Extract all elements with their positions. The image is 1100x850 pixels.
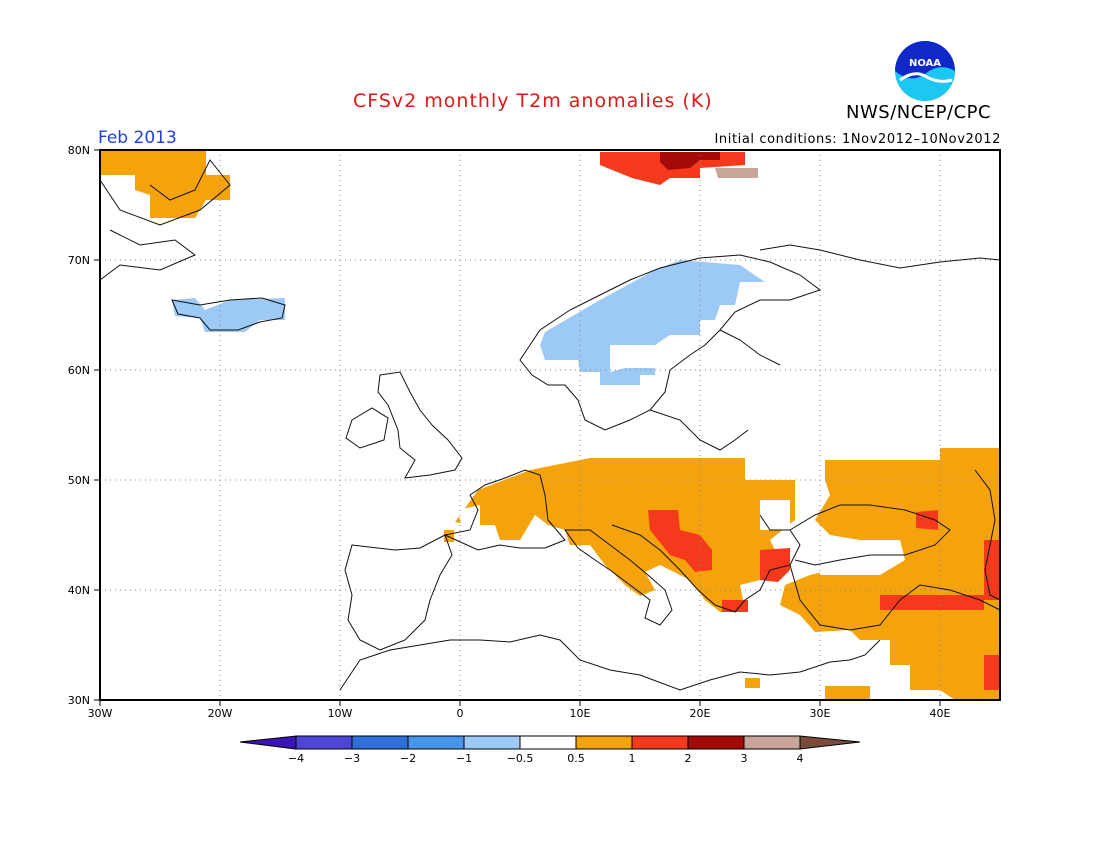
coastline-ireland bbox=[345, 407, 389, 449]
lat-label-80n: 80N bbox=[68, 144, 90, 157]
colorbar-swatch-8 bbox=[687, 735, 745, 750]
anomaly-region-bosporus bbox=[760, 548, 790, 582]
noaa-logo-icon: NOAA bbox=[895, 41, 955, 101]
colorbar-label-minus1: −1 bbox=[456, 752, 472, 765]
coastline-iceland bbox=[171, 297, 286, 331]
graticule bbox=[100, 150, 1000, 700]
colorbar-label-minus4: −4 bbox=[288, 752, 304, 765]
colorbar-swatch-2 bbox=[351, 735, 409, 750]
colorbar-swatch-5 bbox=[519, 735, 577, 750]
colorbar-label-4: 4 bbox=[797, 752, 804, 765]
coastline-greenland bbox=[99, 159, 231, 281]
colorbar-label-1: 1 bbox=[629, 752, 636, 765]
anomaly-region-svalbard-east bbox=[715, 168, 758, 178]
agency-label: NWS/NCEP/CPC bbox=[846, 102, 992, 123]
colorbar-label-2: 2 bbox=[685, 752, 692, 765]
longitude-labels: 30W 20W 10W 0 10E 20E 30E 40E bbox=[88, 707, 951, 720]
colorbar-label-05: 0.5 bbox=[567, 752, 585, 765]
lat-label-60n: 60N bbox=[68, 364, 90, 377]
anomaly-region-iraq-red bbox=[984, 655, 1000, 690]
colorbar-swatch-1 bbox=[295, 735, 353, 750]
anomaly-region-iceland bbox=[172, 298, 285, 332]
lon-label-20w: 20W bbox=[208, 707, 233, 720]
anomaly-region-southeast-balkans bbox=[722, 600, 748, 612]
axis-ticks bbox=[94, 149, 941, 706]
lon-label-0: 0 bbox=[457, 707, 464, 720]
anomaly-region-svalbard-dark bbox=[660, 152, 720, 170]
anomaly-gap-central-europe bbox=[760, 500, 790, 530]
colorbar-swatch-6 bbox=[575, 735, 633, 750]
anomaly-region-greenland bbox=[100, 150, 230, 218]
initial-conditions-label: Initial conditions: 1Nov2012–10Nov2012 bbox=[714, 132, 1001, 147]
colorbar-swatch-7 bbox=[631, 735, 689, 750]
coastline-black-sea bbox=[789, 504, 951, 566]
coastlines bbox=[99, 159, 1001, 691]
coastline-iberia bbox=[344, 534, 453, 651]
anomaly-gap-scandinavia bbox=[610, 345, 655, 372]
latitude-labels: 80N 70N 60N 50N 40N 30N bbox=[68, 144, 90, 707]
anomaly-region-caspian-red bbox=[984, 540, 1000, 600]
anomaly-region-egypt bbox=[825, 686, 870, 700]
coastline-turkey bbox=[789, 564, 1001, 631]
anomaly-gap-black-sea bbox=[820, 540, 905, 575]
lat-label-40n: 40N bbox=[68, 584, 90, 597]
coastline-balkans bbox=[611, 514, 801, 613]
lon-label-10e: 10E bbox=[570, 707, 591, 720]
noaa-logo-text: NOAA bbox=[909, 58, 941, 69]
lon-label-10w: 10W bbox=[328, 707, 353, 720]
anomaly-region-balkans bbox=[648, 510, 712, 572]
colorbar-arrow-left bbox=[239, 735, 297, 750]
lat-label-30n: 30N bbox=[68, 694, 90, 707]
chart-title: CFSv2 monthly T2m anomalies (K) bbox=[353, 90, 713, 112]
anomaly-gap-bay-of-biscay bbox=[458, 505, 480, 530]
valid-month-label: Feb 2013 bbox=[98, 128, 177, 148]
colorbar-label-3: 3 bbox=[741, 752, 748, 765]
colorbar-swatch-4 bbox=[463, 735, 521, 750]
anomaly-region-libya bbox=[745, 678, 760, 688]
coastline-baltic bbox=[649, 329, 781, 451]
lat-label-70n: 70N bbox=[68, 254, 90, 267]
coastline-britain bbox=[377, 371, 463, 479]
lon-label-20e: 20E bbox=[690, 707, 711, 720]
colorbar-swatch-9 bbox=[743, 735, 801, 750]
colorbar: −4 −3 −2 −1 −0.5 0.5 1 2 3 4 bbox=[239, 735, 861, 765]
colorbar-label-minus2: −2 bbox=[400, 752, 416, 765]
lon-label-40e: 40E bbox=[930, 707, 951, 720]
lon-label-30w: 30W bbox=[88, 707, 113, 720]
coastline-north-africa bbox=[339, 634, 881, 691]
coastline-italy bbox=[564, 529, 673, 626]
coastline-caspian bbox=[974, 469, 1001, 601]
colorbar-label-minus3: −3 bbox=[344, 752, 360, 765]
anomaly-fill-layer bbox=[100, 150, 1000, 700]
anomaly-region-iran-red bbox=[880, 595, 984, 610]
map-frame bbox=[99, 149, 1001, 701]
coastline-france bbox=[443, 469, 566, 551]
colorbar-label-minus05: −0.5 bbox=[507, 752, 534, 765]
lat-label-50n: 50N bbox=[68, 474, 90, 487]
anomaly-region-central-europe bbox=[455, 458, 795, 612]
colorbar-swatch-3 bbox=[407, 735, 465, 750]
anomaly-region-east bbox=[780, 448, 1000, 700]
lon-label-30e: 30E bbox=[810, 707, 831, 720]
anomaly-region-scandinavia bbox=[540, 260, 765, 385]
colorbar-arrow-right bbox=[799, 735, 861, 750]
coastline-russia-north bbox=[759, 244, 1001, 269]
coastline-scandinavia bbox=[519, 254, 822, 431]
